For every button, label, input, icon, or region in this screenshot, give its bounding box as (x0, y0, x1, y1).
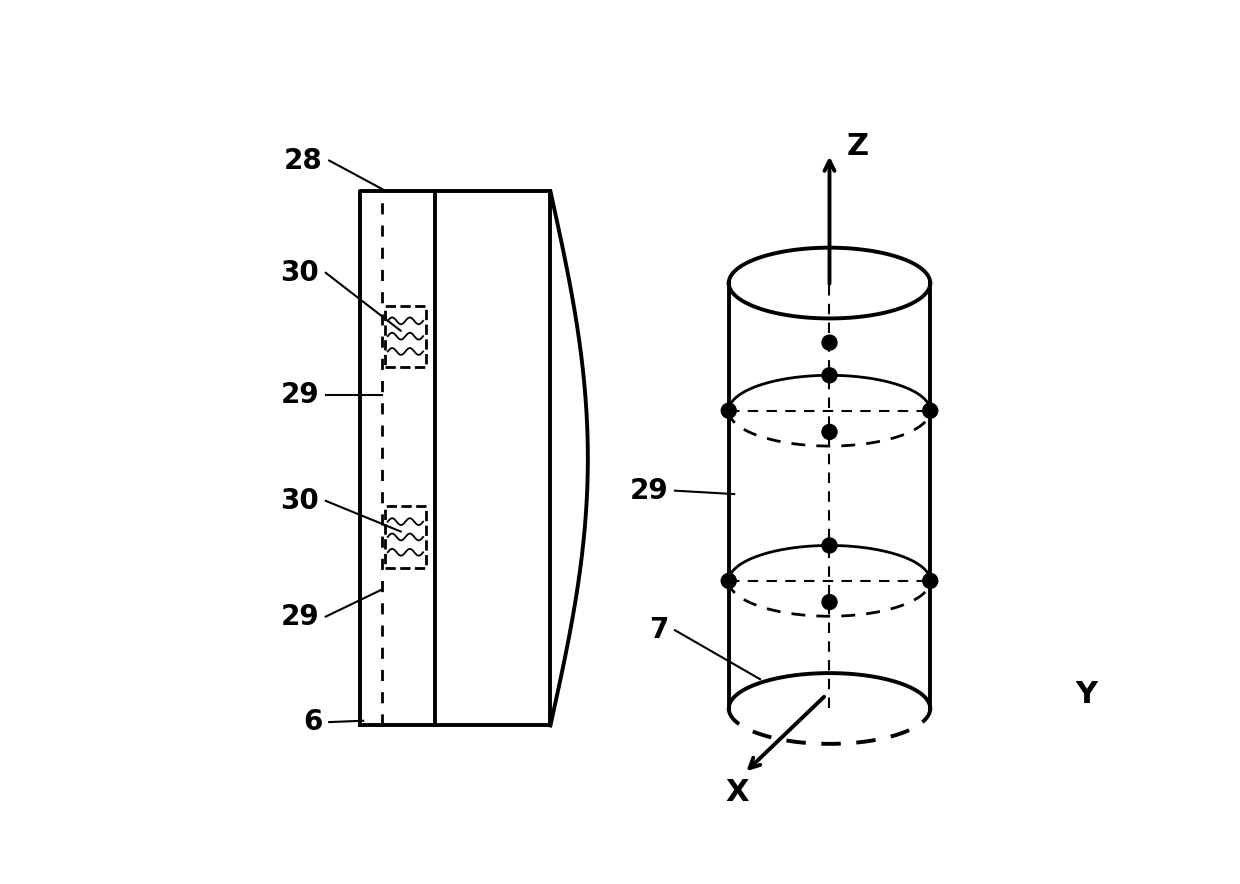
Circle shape (923, 574, 937, 589)
Text: 29: 29 (280, 603, 319, 630)
Text: Z: Z (847, 133, 869, 162)
Circle shape (822, 368, 837, 383)
Text: X: X (725, 778, 749, 807)
Text: Y: Y (1075, 681, 1097, 709)
Circle shape (923, 403, 937, 418)
Circle shape (722, 574, 737, 589)
Circle shape (822, 424, 837, 439)
Bar (384, 507, 425, 568)
Text: 28: 28 (284, 147, 322, 174)
Text: 30: 30 (280, 487, 319, 514)
Text: 29: 29 (630, 476, 668, 505)
Text: 30: 30 (280, 259, 319, 286)
Text: 6: 6 (303, 708, 322, 736)
Circle shape (822, 595, 837, 610)
Circle shape (822, 335, 837, 350)
Circle shape (822, 538, 837, 553)
Text: 7: 7 (649, 616, 668, 644)
Text: 29: 29 (280, 381, 319, 409)
Circle shape (722, 403, 737, 418)
Bar (384, 306, 425, 367)
